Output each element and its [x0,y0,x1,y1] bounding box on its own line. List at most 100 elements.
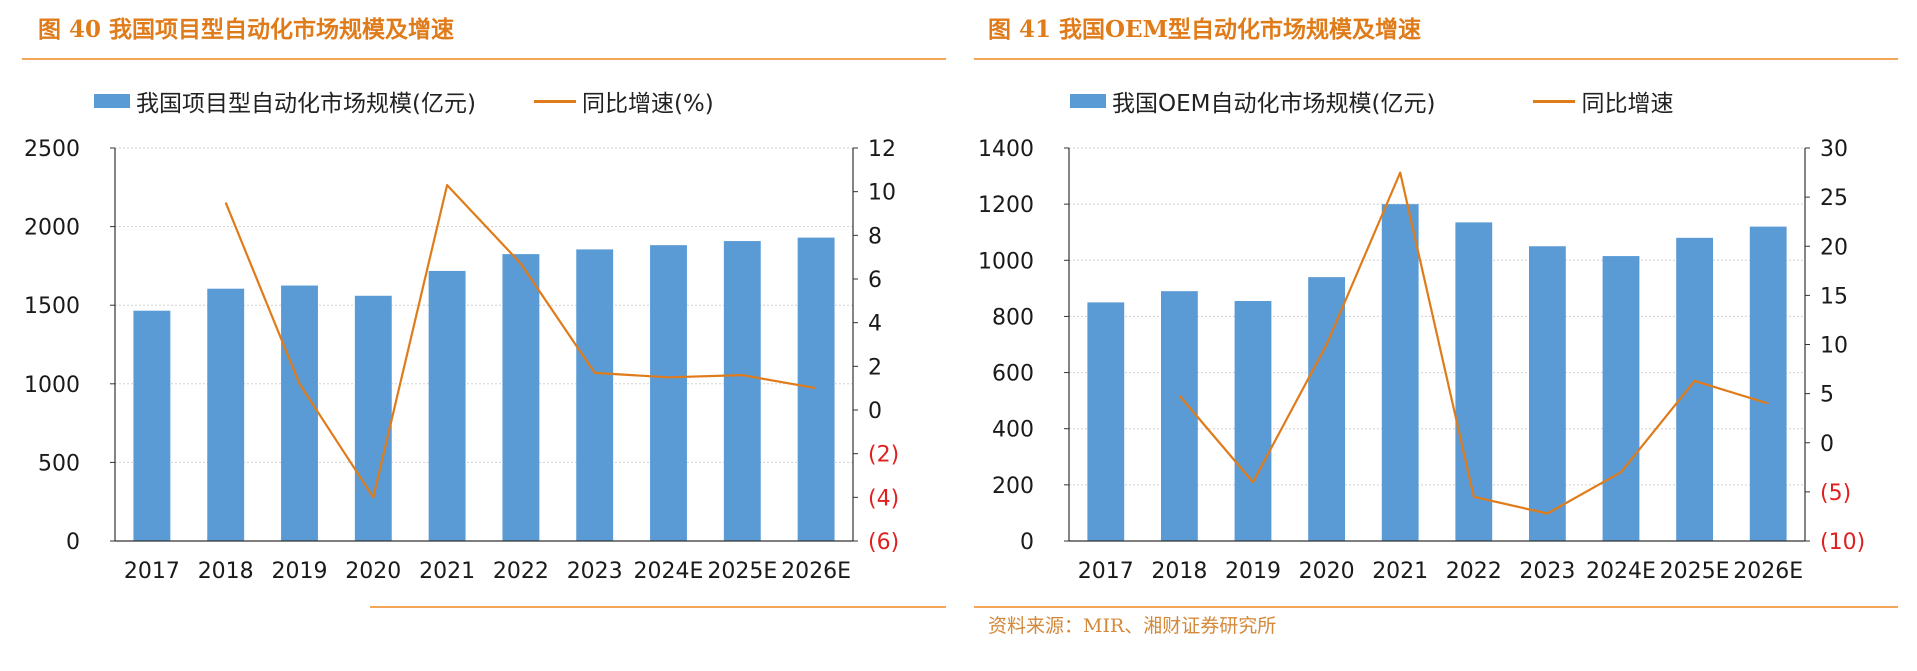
x-axis-category-label: 2020 [1299,559,1355,584]
right-axis-tick-label: (6) [868,530,899,555]
x-axis-category-label: 2017 [124,559,180,584]
x-axis-category-label: 2021 [419,559,475,584]
right-axis-tick-label: 12 [868,137,896,162]
right-axis-tick-label: 15 [1820,284,1848,309]
right-axis-tick-label: 30 [1820,137,1848,162]
right-axis-tick-label: (4) [868,486,899,511]
bar [1308,277,1345,541]
bar [1529,246,1566,541]
legend-bar-label: 我国项目型自动化市场规模(亿元) [136,91,476,117]
combo-chart-project-automation: 0 500 1000 1500 2000 2500 (6) (4) (2) 0 2 4 6 8 10 12 20… [24,137,899,584]
chart-legend: 我国OEM自动化市场规模(亿元) 同比增速 [1070,84,1673,118]
x-axis-category-label: 2023 [567,559,623,584]
right-axis-tick-label: (2) [868,443,899,468]
figure-title: 图 41 我国OEM型自动化市场规模及增速 [988,16,1422,43]
legend-line-label: 同比增速(%) [581,91,714,117]
x-axis-category-label: 2019 [272,559,328,584]
x-axis-category-label: 2022 [493,559,549,584]
bar [133,310,171,541]
left-axis-tick-label: 500 [38,451,80,476]
x-axis-category-label: 2024E [634,559,704,584]
x-axis-category-label: 2017 [1078,559,1134,584]
bar [502,254,540,542]
legend-line-entry: 同比增速 [1533,84,1673,118]
left-axis-tick-label: 800 [992,305,1034,330]
bar [797,237,835,541]
right-axis-tick-label: 25 [1820,186,1848,211]
legend-bar-swatch [94,94,130,108]
bar [354,295,392,541]
footer-divider [370,606,946,608]
left-axis-tick-label: 600 [992,362,1034,387]
legend-line-entry: 同比增速(%) [533,84,714,118]
figure-41-panel: 图 41 我国OEM型自动化市场规模及增速 我国OEM自动化市场规模(亿元) 同… [972,0,1917,671]
figure-title: 图 40 我国项目型自动化市场规模及增速 [38,16,455,43]
legend-bar-swatch [1070,94,1106,108]
right-axis-tick-label: (10) [1820,530,1865,555]
footer-divider [974,606,1898,608]
bar [1455,222,1493,541]
left-axis-tick-label: 200 [992,474,1034,499]
bar [1749,226,1787,541]
bar [576,249,614,542]
chart-legend: 我国项目型自动化市场规模(亿元) 同比增速(%) [94,84,714,118]
bar [1602,256,1640,541]
bar [428,270,466,541]
bar [1676,237,1713,541]
legend-line-swatch [1533,99,1576,103]
right-axis-tick-label: 0 [1820,432,1834,457]
x-axis-category-label: 2025E [707,559,777,584]
left-axis-tick-label: 0 [1020,530,1034,555]
right-axis-tick-label: 10 [1820,334,1848,359]
legend-line-label: 同比增速 [1581,91,1674,117]
x-axis-category-label: 2019 [1225,559,1281,584]
right-axis-tick-label: 0 [868,399,882,424]
legend-bar-entry: 我国项目型自动化市场规模(亿元) [94,84,476,118]
bar [281,285,318,541]
bar [207,288,245,541]
left-axis-tick-label: 1200 [978,193,1034,218]
bar [1087,302,1125,541]
bar [1234,300,1272,541]
right-axis-tick-label: 6 [868,268,882,293]
left-axis-tick-label: 2000 [24,216,80,241]
title-divider [22,58,946,60]
right-axis-tick-label: 20 [1820,235,1848,260]
right-axis-tick-label: 5 [1820,383,1834,408]
combo-chart-oem-automation: 0 200 400 600 800 1000 1200 1400 (10) (5) 0 5 10 15 20… [978,137,1865,584]
left-axis-tick-label: 0 [66,530,80,555]
bar [723,241,761,541]
bar [1161,291,1198,541]
left-axis-tick-label: 2500 [24,137,80,162]
x-axis-category-label: 2026E [1733,559,1803,584]
right-axis-tick-label: 2 [868,355,882,380]
legend-bar-entry: 我国OEM自动化市场规模(亿元) [1070,84,1435,118]
bar [650,245,687,541]
legend-bar-label: 我国OEM自动化市场规模(亿元) [1112,91,1436,117]
left-axis-tick-label: 400 [992,418,1034,443]
left-axis-tick-label: 1500 [24,294,80,319]
figure-40-panel: 图 40 我国项目型自动化市场规模及增速 我国项目型自动化市场规模(亿元) 同比… [22,16,946,608]
growth-line [224,183,817,499]
x-axis-category-label: 2022 [1446,559,1502,584]
growth-line [1178,171,1769,515]
right-axis-tick-label: 8 [868,224,882,249]
x-axis-category-label: 2024E [1586,559,1656,584]
x-axis-category-label: 2020 [345,559,401,584]
left-axis-tick-label: 1400 [978,137,1034,162]
bar [1381,204,1419,541]
right-axis-tick-label: (5) [1820,481,1851,506]
title-divider [974,58,1898,60]
x-axis-category-label: 2023 [1519,559,1575,584]
left-axis-tick-label: 1000 [978,249,1034,274]
x-axis-category-label: 2018 [1151,559,1207,584]
x-axis-category-label: 2026E [781,559,851,584]
x-axis-category-label: 2018 [198,559,254,584]
right-axis-tick-label: 4 [868,312,882,337]
right-axis-tick-label: 10 [868,181,896,206]
x-axis-category-label: 2021 [1372,559,1428,584]
x-axis-category-label: 2025E [1660,559,1730,584]
source-note: 资料来源：MIR、湘财证券研究所 [988,615,1277,637]
left-axis-tick-label: 1000 [24,373,80,398]
legend-line-swatch [533,99,576,103]
